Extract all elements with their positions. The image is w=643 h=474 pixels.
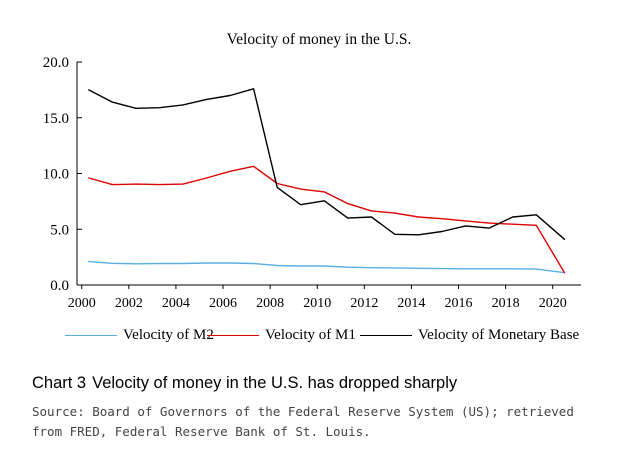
legend-item-velocity-m1: Velocity of M1 bbox=[207, 327, 356, 344]
x-tick-label: 2008 bbox=[256, 296, 284, 311]
axes: 0.0 5.0 10.0 15.0 20.0 2000 2002 2004 2006 2008 20… bbox=[43, 55, 581, 311]
line-chart: Velocity of money in the U.S. 0.0 5.0 10.0… bbox=[43, 31, 581, 311]
x-tick-label: 2002 bbox=[115, 296, 143, 311]
y-tick-label: 20.0 bbox=[43, 55, 69, 71]
y-tick-label: 10.0 bbox=[43, 167, 69, 183]
legend-item-velocity-m2: Velocity of M2 bbox=[65, 327, 214, 344]
x-tick-label: 2006 bbox=[209, 296, 237, 311]
series-line-velocity-m1 bbox=[88, 165, 566, 274]
x-tick-label: 2014 bbox=[397, 296, 425, 311]
chart-title: Velocity of money in the U.S. bbox=[227, 31, 412, 48]
x-tick-label: 2018 bbox=[492, 296, 520, 311]
chart-caption: Chart 3 Velocity of money in the U.S. has… bbox=[32, 374, 457, 393]
series-line-velocity-m2 bbox=[88, 260, 566, 274]
x-tick-label: 2010 bbox=[303, 296, 331, 311]
legend-label-m2: Velocity of M2 bbox=[123, 327, 214, 343]
legend: Velocity of M2 Velocity of M1 Velocity o… bbox=[0, 327, 643, 349]
x-tick-label: 2000 bbox=[68, 296, 96, 311]
series-layer bbox=[88, 88, 566, 274]
x-tick-label: 2012 bbox=[350, 296, 378, 311]
legend-swatch-m1 bbox=[207, 335, 259, 336]
y-tick-label: 0.0 bbox=[50, 278, 69, 294]
source-note: Source: Board of Governors of the Federa… bbox=[32, 404, 574, 439]
legend-item-velocity-monetary-base: Velocity of Monetary Base bbox=[360, 327, 579, 344]
x-tick-label: 2020 bbox=[539, 296, 567, 311]
series-line-velocity-monetary-base bbox=[88, 88, 566, 241]
x-tick-label: 2016 bbox=[445, 296, 473, 311]
y-tick-label: 15.0 bbox=[43, 111, 69, 127]
caption-text: Velocity of money in the U.S. has droppe… bbox=[92, 374, 458, 392]
y-tick-label: 5.0 bbox=[50, 222, 69, 238]
caption-number: Chart 3 bbox=[32, 374, 87, 392]
legend-swatch-m2 bbox=[65, 335, 117, 336]
x-tick-label: 2004 bbox=[162, 296, 190, 311]
legend-label-m1: Velocity of M1 bbox=[265, 327, 356, 343]
legend-label-monetary-base: Velocity of Monetary Base bbox=[418, 327, 580, 343]
legend-swatch-monetary-base bbox=[360, 335, 412, 336]
